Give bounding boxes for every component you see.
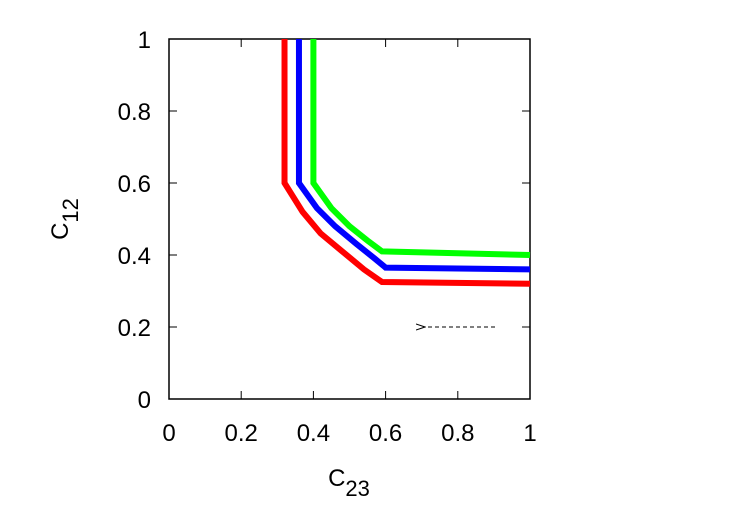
x-tick-label: 0 bbox=[162, 420, 175, 447]
x-tick-label: 0.4 bbox=[297, 420, 330, 447]
x-axis-label: C23 bbox=[328, 465, 370, 501]
series-line bbox=[281, 39, 531, 287]
series-line bbox=[295, 39, 531, 273]
x-tick-label: 1 bbox=[523, 420, 536, 447]
y-tick-label: 0.6 bbox=[118, 171, 151, 198]
x-tick-label: 0.2 bbox=[225, 420, 258, 447]
y-axis-label: C12 bbox=[47, 198, 83, 240]
y-tick-label: 1 bbox=[138, 27, 151, 54]
y-label-sub: 12 bbox=[58, 198, 83, 222]
x-label-base: C bbox=[328, 465, 345, 492]
x-label-sub: 23 bbox=[345, 476, 369, 501]
y-tick-label: 0 bbox=[138, 387, 151, 414]
plot-frame bbox=[168, 38, 531, 400]
y-tick-label: 0.4 bbox=[118, 243, 151, 270]
y-label-base: C bbox=[47, 223, 74, 240]
y-tick-label: 0.2 bbox=[118, 315, 151, 342]
series-line bbox=[310, 39, 531, 258]
x-tick-label: 0.6 bbox=[369, 420, 402, 447]
x-tick-label: 0.8 bbox=[441, 420, 474, 447]
y-tick-label: 0.8 bbox=[118, 99, 151, 126]
